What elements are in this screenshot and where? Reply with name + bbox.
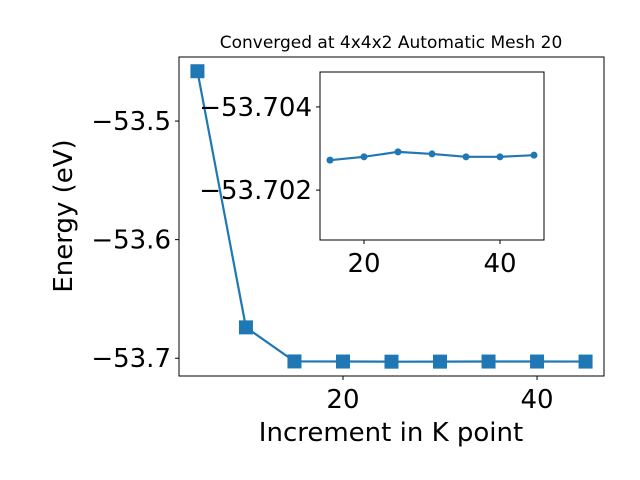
axes-frame: [319, 71, 545, 241]
data-point: [433, 354, 448, 369]
data-point: [360, 153, 368, 161]
data-point: [384, 354, 399, 369]
y-tick-label: −53.704: [199, 93, 312, 123]
x-tick-label: 40: [521, 385, 554, 415]
data-point: [530, 151, 538, 159]
x-tick-label: 40: [483, 249, 516, 279]
chart-title: Converged at 4x4x2 Automatic Mesh 20: [220, 33, 563, 53]
data-point: [462, 153, 470, 161]
axes-frame: [178, 56, 605, 377]
data-point: [578, 354, 593, 369]
data-point: [496, 153, 504, 161]
data-point: [287, 354, 302, 369]
x-tick-label: 20: [347, 249, 380, 279]
data-point: [481, 354, 496, 369]
y-tick-label: −53.702: [199, 176, 312, 206]
data-point: [190, 64, 205, 79]
x-axis-label: Increment in K point: [259, 418, 523, 448]
x-tick-label: 20: [326, 385, 359, 415]
data-point: [394, 148, 402, 156]
data-point: [238, 320, 253, 335]
data-point: [326, 156, 334, 164]
data-point: [335, 354, 350, 369]
y-axis-label: Energy (eV): [49, 139, 79, 292]
y-tick-label: −53.7: [91, 344, 171, 374]
y-tick-label: −53.6: [91, 226, 171, 256]
y-tick-label: −53.5: [91, 107, 171, 137]
data-point: [530, 354, 545, 369]
data-point: [428, 150, 436, 158]
